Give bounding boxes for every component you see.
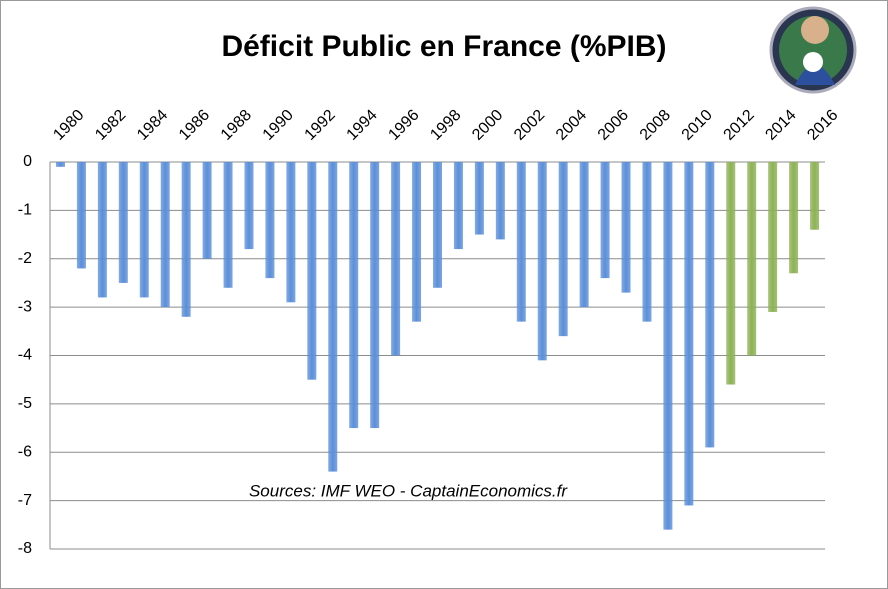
y-tick-label: -4 — [18, 347, 32, 364]
bar — [474, 162, 484, 235]
y-tick-label: -1 — [18, 202, 32, 219]
bar — [642, 162, 652, 322]
bar — [328, 162, 338, 472]
bar — [412, 162, 422, 322]
y-tick-label: -2 — [18, 250, 32, 267]
bar — [181, 162, 191, 317]
bar — [97, 162, 107, 298]
bar — [160, 162, 170, 308]
y-tick-label: -6 — [18, 443, 32, 460]
bar — [139, 162, 149, 298]
annotation: Sources: IMF WEO - CaptainEconomics.fr — [249, 481, 568, 500]
bar — [433, 162, 442, 288]
bar — [202, 162, 212, 259]
bar — [370, 162, 380, 429]
bar — [747, 162, 757, 356]
bar — [495, 162, 505, 240]
chart-title: Déficit Public en France (%PIB) — [221, 30, 666, 63]
bar — [726, 162, 736, 385]
bar — [391, 162, 401, 356]
bar — [705, 162, 715, 448]
y-tick-label: -7 — [18, 492, 32, 509]
bar — [684, 162, 694, 506]
bar — [768, 162, 778, 312]
bar — [244, 162, 254, 250]
bar — [453, 162, 463, 250]
bar — [307, 162, 317, 380]
bar — [118, 162, 128, 283]
bar — [537, 162, 547, 361]
bar — [516, 162, 526, 322]
bar — [663, 162, 673, 530]
bar — [349, 162, 359, 429]
bar — [286, 162, 296, 303]
bar — [789, 162, 799, 274]
bar — [55, 162, 65, 167]
bar — [265, 162, 275, 279]
y-tick-label: -3 — [18, 298, 32, 315]
bar — [76, 162, 86, 269]
bar — [810, 162, 820, 230]
bar — [223, 162, 233, 288]
bar — [621, 162, 631, 293]
bar — [558, 162, 568, 337]
y-tick-label: -8 — [18, 540, 32, 557]
y-tick-label: -5 — [18, 395, 32, 412]
logo — [769, 6, 857, 94]
bar — [600, 162, 610, 279]
y-tick-label: 0 — [23, 153, 32, 170]
bar — [579, 162, 589, 308]
